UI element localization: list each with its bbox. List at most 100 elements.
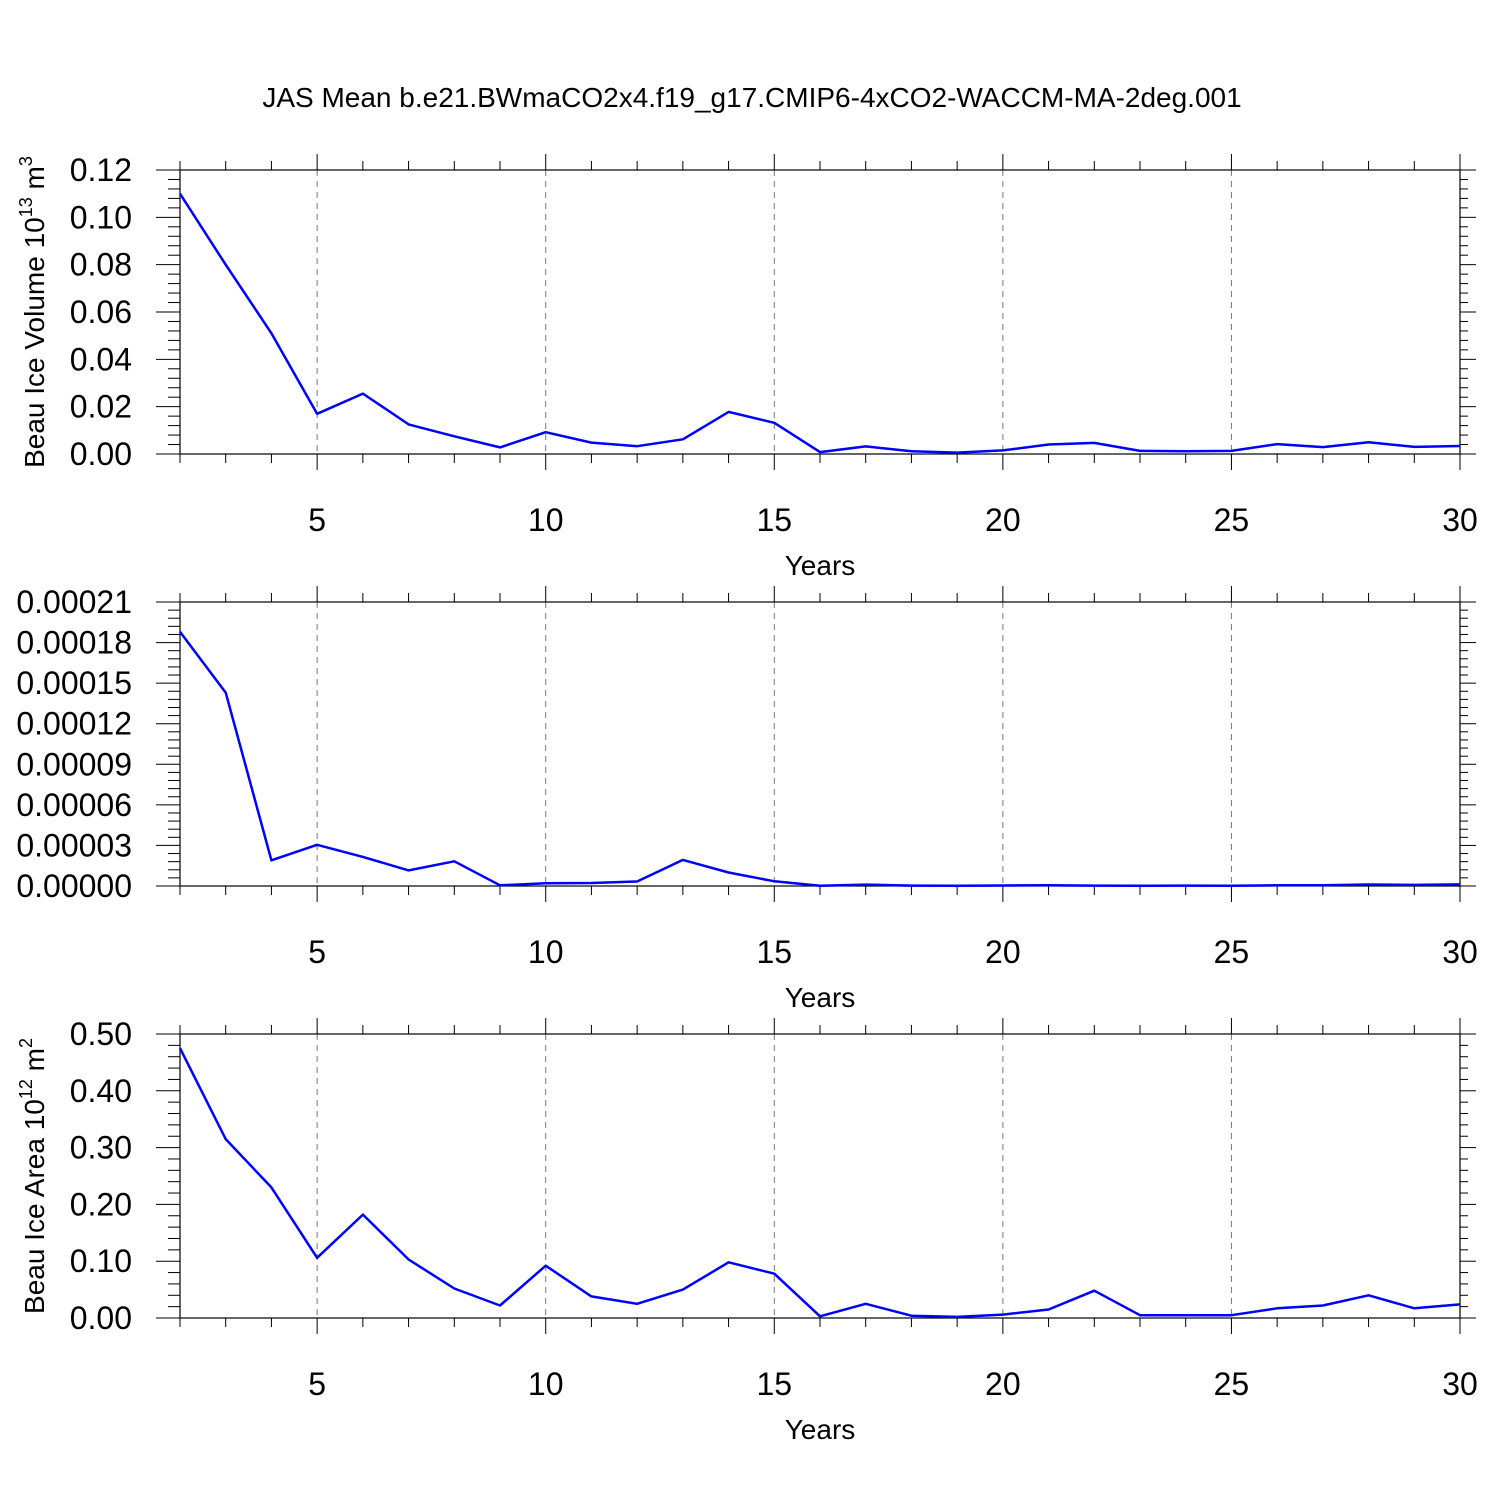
- x-tick-label: 20: [985, 502, 1021, 538]
- secondary-panel: 0.00000 0.00003 0.00006 0.00009 0.00012 0.000…: [16, 584, 1477, 1013]
- data-point: [1184, 1313, 1188, 1317]
- data-point: [589, 1294, 593, 1298]
- data-point: [1412, 1306, 1416, 1310]
- y-axis-title-text: Beau Ice Area 10: [19, 1099, 50, 1314]
- data-point: [1412, 883, 1416, 887]
- data-point: [1275, 883, 1279, 887]
- data-point: [407, 868, 411, 872]
- data-point: [315, 412, 319, 416]
- y-tick-label: 0.00015: [16, 665, 132, 701]
- x-tick-label: 5: [308, 502, 326, 538]
- data-point: [864, 883, 868, 887]
- data-point: [544, 430, 548, 434]
- data-point: [1412, 445, 1416, 449]
- y-tick-label: 0.10: [70, 199, 132, 235]
- y-axis-title-unit-exponent: 2: [16, 1038, 36, 1048]
- ice-area-panel: 0.00 0.10 0.20 0.30 0.40 0.50 5 10 15 20 25 30 Years…: [16, 1016, 1478, 1445]
- data-point: [361, 392, 365, 396]
- y-axis-title-exponent: 13: [16, 197, 36, 217]
- data-point: [452, 1286, 456, 1290]
- data-point: [772, 421, 776, 425]
- data-point: [498, 445, 502, 449]
- data-point: [178, 630, 182, 634]
- series-line: [178, 193, 1461, 454]
- x-tick-label: 15: [756, 1366, 792, 1402]
- y-tick-label: 0.08: [70, 247, 132, 283]
- data-point: [1138, 1313, 1142, 1317]
- y-tick-label: 0.00006: [16, 787, 132, 823]
- data-point: [1229, 884, 1233, 888]
- x-axis-title: Years: [785, 982, 856, 1013]
- data-point: [224, 691, 228, 695]
- x-tick-label: 10: [528, 1366, 564, 1402]
- x-tick-label: 5: [308, 1366, 326, 1402]
- data-point: [1229, 449, 1233, 453]
- data-point: [498, 883, 502, 887]
- data-point: [361, 855, 365, 859]
- y-tick-label: 0.06: [70, 294, 132, 330]
- data-point: [955, 884, 959, 888]
- data-point: [635, 880, 639, 884]
- y-tick-label: 0.02: [70, 389, 132, 425]
- data-point: [1184, 449, 1188, 453]
- data-point: [178, 1046, 182, 1050]
- data-point: [1321, 445, 1325, 449]
- x-tick-label: 15: [756, 934, 792, 970]
- data-point: [452, 434, 456, 438]
- data-point: [452, 859, 456, 863]
- series-line: [178, 1047, 1461, 1319]
- data-point: [1138, 884, 1142, 888]
- data-point: [498, 1304, 502, 1308]
- x-tick-label: 15: [756, 502, 792, 538]
- data-point: [1001, 883, 1005, 887]
- data-point: [772, 879, 776, 883]
- y-tick-label: 0.40: [70, 1073, 132, 1109]
- data-point: [818, 884, 822, 888]
- data-point: [224, 263, 228, 267]
- y-tick-label: 0.00018: [16, 625, 132, 661]
- x-tick-label: 25: [1214, 502, 1250, 538]
- data-point: [1321, 1304, 1325, 1308]
- data-point: [1321, 883, 1325, 887]
- data-point: [955, 1315, 959, 1319]
- data-point: [1367, 1293, 1371, 1297]
- data-point: [1138, 449, 1142, 453]
- data-point: [818, 450, 822, 454]
- data-point: [909, 449, 913, 453]
- y-tick-label: 0.00009: [16, 746, 132, 782]
- y-tick-label: 0.50: [70, 1016, 132, 1052]
- y-tick-label: 0.00012: [16, 706, 132, 742]
- data-point: [315, 843, 319, 847]
- y-tick-label: 0.00003: [16, 827, 132, 863]
- data-point: [1275, 1306, 1279, 1310]
- data-point: [681, 1288, 685, 1292]
- series-line: [179, 631, 1461, 887]
- y-tick-label: 0.00: [70, 436, 132, 472]
- data-point: [864, 444, 868, 448]
- data-point: [269, 858, 273, 862]
- y-tick-label: 0.00000: [16, 868, 132, 904]
- data-point: [681, 437, 685, 441]
- data-point: [1047, 1307, 1051, 1311]
- x-tick-label: 25: [1214, 1366, 1250, 1402]
- x-tick-label: 25: [1214, 934, 1250, 970]
- y-tick-label: 0.30: [70, 1130, 132, 1166]
- data-point: [772, 1272, 776, 1276]
- data-point: [1458, 1302, 1462, 1306]
- y-axis-title-exponent: 12: [16, 1079, 36, 1099]
- data-point: [727, 870, 731, 874]
- data-point: [1458, 444, 1462, 448]
- data-point: [635, 1302, 639, 1306]
- data-point: [224, 1137, 228, 1141]
- y-axis-title: Beau Ice Area 1012 m2: [16, 1038, 50, 1314]
- data-point: [1092, 1289, 1096, 1293]
- data-point: [407, 1257, 411, 1261]
- plot-frame: [179, 1033, 1461, 1319]
- data-point: [269, 331, 273, 335]
- y-tick-label: 0.04: [70, 341, 132, 377]
- data-point: [955, 451, 959, 455]
- x-axis-title: Years: [785, 550, 856, 581]
- x-tick-label: 10: [528, 502, 564, 538]
- data-point: [1001, 448, 1005, 452]
- y-tick-label: 0.20: [70, 1186, 132, 1222]
